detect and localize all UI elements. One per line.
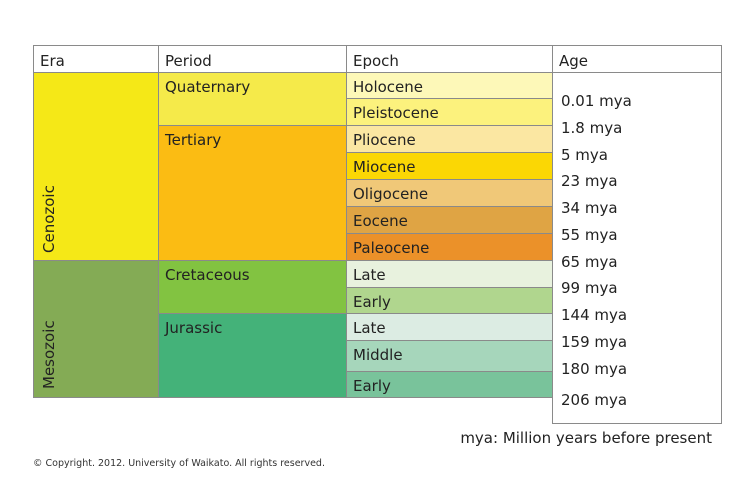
age-value: 55 mya xyxy=(561,226,618,244)
epoch-eocene: Eocene xyxy=(346,206,553,234)
epoch-cretaceous-early: Early xyxy=(346,287,553,314)
epoch-cretaceous-late: Late xyxy=(346,260,553,288)
epoch-jurassic-late: Late xyxy=(346,313,553,341)
abbreviation-note: mya: Million years before present xyxy=(460,429,712,447)
epoch-paleocene: Paleocene xyxy=(346,233,553,261)
age-value: 180 mya xyxy=(561,360,628,378)
epoch-jurassic-early: Early xyxy=(346,371,553,398)
age-value: 1.8 mya xyxy=(561,119,623,137)
epoch-jurassic-middle: Middle xyxy=(346,340,553,372)
header-period: Period xyxy=(158,45,347,73)
age-value: 5 mya xyxy=(561,146,608,164)
age-value: 99 mya xyxy=(561,279,618,297)
age-value: 65 mya xyxy=(561,253,618,271)
copyright-notice: © Copyright. 2012. University of Waikato… xyxy=(33,458,325,469)
era-mesozoic: Mesozoic xyxy=(33,260,159,398)
header-age: Age xyxy=(552,45,722,73)
period-jurassic: Jurassic xyxy=(158,313,347,398)
header-epoch: Epoch xyxy=(346,45,553,73)
age-value: 23 mya xyxy=(561,172,618,190)
header-era: Era xyxy=(33,45,159,73)
age-value: 144 mya xyxy=(561,306,628,324)
epoch-oligocene: Oligocene xyxy=(346,179,553,207)
age-value: 0.01 mya xyxy=(561,92,632,110)
epoch-miocene: Miocene xyxy=(346,152,553,180)
age-value: 34 mya xyxy=(561,199,618,217)
epoch-pliocene: Pliocene xyxy=(346,125,553,153)
era-cenozoic: Cenozoic xyxy=(33,72,159,261)
era-label: Cenozoic xyxy=(40,185,58,253)
period-quaternary: Quaternary xyxy=(158,72,347,126)
period-cretaceous: Cretaceous xyxy=(158,260,347,314)
epoch-holocene: Holocene xyxy=(346,72,553,99)
age-value: 206 mya xyxy=(561,391,628,409)
age-value: 159 mya xyxy=(561,333,628,351)
age-column: 0.01 mya 1.8 mya 5 mya 23 mya 34 mya 55 … xyxy=(552,72,722,424)
period-tertiary: Tertiary xyxy=(158,125,347,261)
era-label: Mesozoic xyxy=(40,320,58,389)
epoch-pleistocene: Pleistocene xyxy=(346,98,553,126)
